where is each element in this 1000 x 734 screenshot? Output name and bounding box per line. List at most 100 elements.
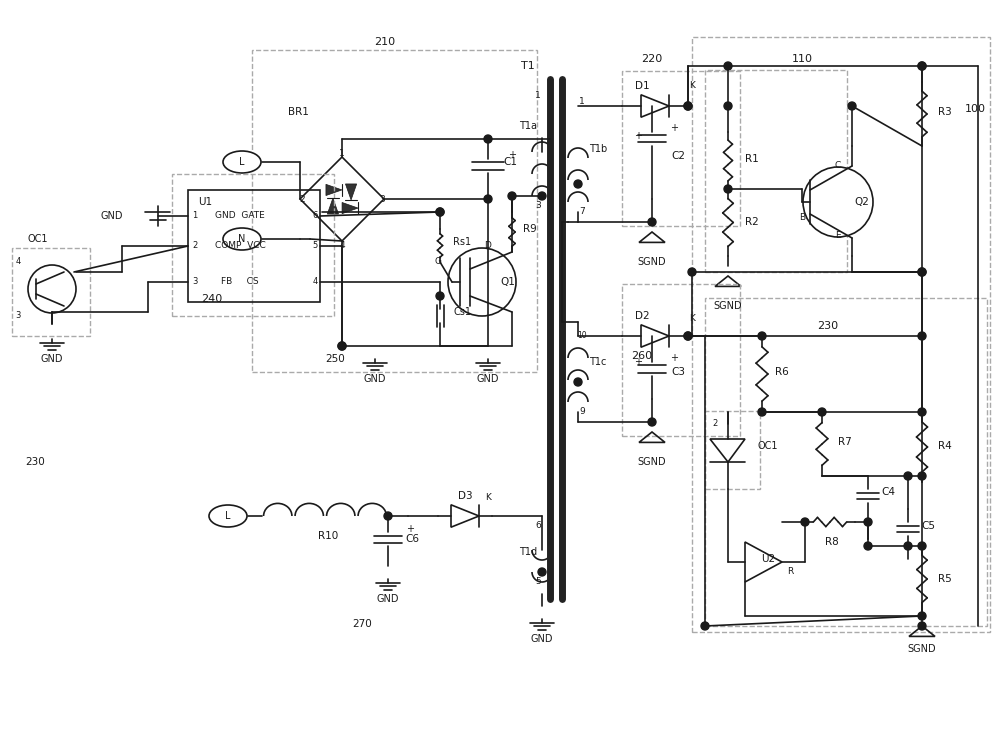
Text: +: +	[406, 523, 414, 534]
Text: 2: 2	[192, 241, 198, 250]
Text: 6: 6	[535, 521, 541, 531]
Bar	[252, 50, 537, 372]
Bar	[12, 248, 90, 336]
Text: T1: T1	[521, 61, 535, 71]
Text: C1: C1	[503, 157, 517, 167]
Text: Cs1: Cs1	[453, 307, 471, 317]
Text: 270: 270	[352, 619, 372, 629]
Circle shape	[758, 408, 766, 416]
Text: Rs1: Rs1	[453, 237, 471, 247]
Circle shape	[448, 248, 516, 316]
Text: OC1: OC1	[28, 234, 48, 244]
Text: R10: R10	[318, 531, 338, 541]
Text: K: K	[485, 493, 491, 503]
Text: 10: 10	[577, 332, 587, 341]
Text: C6: C6	[405, 534, 419, 544]
Text: D1: D1	[635, 81, 649, 91]
Circle shape	[701, 622, 709, 630]
Text: T1a: T1a	[519, 121, 537, 131]
Text: 1: 1	[579, 98, 585, 106]
Text: SGND: SGND	[638, 257, 666, 267]
Polygon shape	[326, 184, 342, 195]
Text: 1: 1	[192, 211, 198, 220]
Text: 100: 100	[964, 104, 986, 114]
Circle shape	[848, 102, 856, 110]
Circle shape	[538, 192, 546, 200]
Text: 4: 4	[15, 258, 21, 266]
Text: GND: GND	[41, 354, 63, 364]
Ellipse shape	[223, 228, 261, 250]
Circle shape	[684, 332, 692, 340]
Text: SGND: SGND	[714, 301, 742, 311]
Bar	[705, 70, 847, 272]
Text: SGND: SGND	[908, 644, 936, 654]
Text: T1c: T1c	[589, 357, 607, 367]
Text: R8: R8	[825, 537, 839, 547]
Text: 210: 210	[374, 37, 396, 47]
Text: Q1: Q1	[501, 277, 515, 287]
Bar	[172, 174, 334, 316]
Text: 1: 1	[339, 150, 345, 159]
Circle shape	[688, 268, 696, 276]
Circle shape	[918, 542, 926, 550]
Circle shape	[904, 472, 912, 480]
Text: L: L	[239, 157, 245, 167]
Bar	[692, 37, 990, 632]
Text: U1: U1	[198, 197, 212, 207]
Text: 6: 6	[312, 211, 318, 220]
Circle shape	[918, 408, 926, 416]
Text: 240: 240	[201, 294, 223, 304]
Text: N: N	[238, 234, 246, 244]
Text: +: +	[508, 150, 516, 161]
Text: B: B	[799, 214, 805, 222]
Text: R9: R9	[523, 224, 537, 234]
Text: K: K	[689, 314, 695, 324]
Text: T1d: T1d	[519, 547, 537, 557]
Circle shape	[724, 62, 732, 70]
Text: R3: R3	[938, 107, 952, 117]
Text: GND: GND	[477, 374, 499, 384]
Text: R7: R7	[838, 437, 852, 447]
Circle shape	[684, 102, 692, 110]
Circle shape	[918, 268, 926, 276]
Bar	[622, 284, 740, 436]
Circle shape	[801, 518, 809, 526]
Text: 230: 230	[817, 321, 839, 331]
Text: GND: GND	[101, 211, 123, 221]
Text: 230: 230	[25, 457, 45, 467]
Circle shape	[508, 192, 516, 200]
Circle shape	[918, 472, 926, 480]
Circle shape	[758, 332, 766, 340]
Text: +: +	[634, 357, 642, 367]
Text: 9: 9	[579, 407, 585, 416]
Text: R5: R5	[938, 574, 952, 584]
Circle shape	[918, 62, 926, 70]
Text: COMP  VCC: COMP VCC	[215, 241, 265, 250]
Circle shape	[918, 62, 926, 70]
Text: OC1: OC1	[758, 441, 778, 451]
Circle shape	[724, 102, 732, 110]
Circle shape	[484, 135, 492, 143]
Circle shape	[818, 408, 826, 416]
Text: GND: GND	[531, 634, 553, 644]
Circle shape	[803, 167, 873, 237]
Circle shape	[436, 292, 444, 300]
Circle shape	[918, 612, 926, 620]
Text: 250: 250	[325, 354, 345, 364]
Text: 3: 3	[535, 202, 541, 211]
Circle shape	[918, 622, 926, 630]
Circle shape	[484, 195, 492, 203]
Text: U2: U2	[761, 554, 775, 564]
Text: R1: R1	[745, 154, 759, 164]
Text: BR1: BR1	[288, 107, 308, 117]
Circle shape	[28, 265, 76, 313]
Text: +: +	[670, 354, 678, 363]
Ellipse shape	[223, 151, 261, 173]
Bar	[705, 298, 987, 626]
Circle shape	[684, 332, 692, 340]
Circle shape	[918, 268, 926, 276]
Text: 2: 2	[299, 195, 305, 203]
Circle shape	[538, 568, 546, 576]
Text: E: E	[835, 231, 841, 241]
Text: R2: R2	[745, 217, 759, 227]
